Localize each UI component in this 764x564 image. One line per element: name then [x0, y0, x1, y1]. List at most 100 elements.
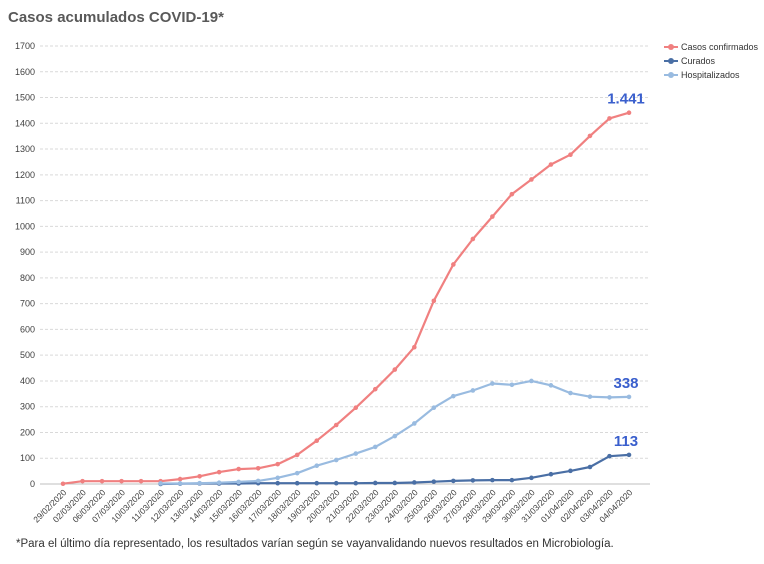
data-point-curados — [548, 471, 554, 477]
data-point-hospitalizados — [529, 378, 534, 384]
data-point-casos-confirmados — [314, 438, 320, 444]
data-point-casos-confirmados — [80, 478, 85, 484]
data-point-casos-confirmados — [548, 162, 554, 167]
data-point-hospitalizados — [587, 394, 593, 399]
y-tick-label: 1700 — [15, 41, 35, 51]
data-point-curados — [470, 478, 476, 483]
data-point-casos-confirmados — [197, 473, 202, 479]
y-tick-label: 400 — [20, 376, 35, 386]
legend-marker-icon — [664, 56, 678, 66]
data-point-hospitalizados — [626, 394, 632, 400]
data-point-casos-confirmados — [119, 478, 124, 484]
y-tick-label: 600 — [20, 324, 35, 334]
data-point-hospitalizados — [333, 457, 339, 463]
data-point-casos-confirmados — [216, 469, 222, 475]
data-point-curados — [490, 477, 495, 483]
y-tick-label: 1000 — [15, 221, 35, 231]
data-point-curados — [294, 480, 300, 486]
data-point-hospitalizados — [216, 480, 222, 486]
data-point-casos-confirmados — [236, 466, 241, 472]
data-point-casos-confirmados — [333, 422, 339, 428]
data-point-hospitalizados — [236, 479, 241, 485]
data-point-hospitalizados — [353, 451, 359, 456]
data-point-curados — [431, 479, 437, 484]
data-point-casos-confirmados — [529, 177, 534, 182]
data-point-curados — [451, 478, 456, 484]
data-point-curados — [314, 480, 320, 486]
legend-label: Curados — [681, 56, 716, 66]
y-tick-label: 1100 — [16, 196, 35, 206]
end-value-label-curados: 113 — [614, 433, 638, 450]
data-point-curados — [509, 477, 515, 483]
data-point-casos-confirmados — [353, 405, 359, 411]
data-point-casos-confirmados — [470, 236, 476, 242]
data-point-curados — [587, 464, 593, 470]
data-point-hospitalizados — [470, 388, 476, 393]
series-line-casos-confirmados — [62, 111, 630, 485]
data-point-casos-confirmados — [392, 367, 398, 372]
end-value-label-hospitalizados: 338 — [613, 375, 638, 392]
legend-label: Casos confirmados — [681, 42, 759, 52]
data-point-casos-confirmados — [372, 386, 378, 392]
legend-item-casos-confirmados[interactable]: Casos confirmados — [664, 40, 758, 54]
data-point-casos-confirmados — [412, 344, 417, 350]
data-point-casos-confirmados — [626, 110, 632, 116]
y-tick-label: 1500 — [15, 93, 35, 103]
data-point-hospitalizados — [607, 395, 612, 400]
chart-footnote: *Para el último día representado, los re… — [16, 538, 614, 550]
data-point-curados — [529, 475, 534, 481]
legend-item-curados[interactable]: Curados — [664, 54, 758, 68]
data-point-hospitalizados — [294, 470, 300, 476]
legend-marker-icon — [664, 70, 678, 80]
data-point-hospitalizados — [158, 481, 163, 486]
end-value-label-casos-confirmados: 1.441 — [607, 91, 645, 108]
y-tick-label: 1600 — [15, 67, 35, 77]
y-tick-label: 900 — [20, 247, 35, 257]
data-point-hospitalizados — [392, 433, 398, 439]
data-point-casos-confirmados — [60, 481, 66, 487]
data-point-hospitalizados — [568, 390, 573, 396]
data-point-curados — [568, 468, 573, 474]
data-point-hospitalizados — [490, 381, 495, 386]
data-point-casos-confirmados — [275, 461, 280, 467]
chart-title: Casos acumulados COVID-19* — [8, 9, 224, 26]
data-point-hospitalizados — [314, 463, 320, 469]
data-point-casos-confirmados — [587, 133, 593, 139]
data-point-hospitalizados — [197, 480, 202, 486]
data-point-casos-confirmados — [99, 478, 105, 484]
data-point-casos-confirmados — [490, 214, 495, 219]
data-point-casos-confirmados — [509, 191, 515, 197]
y-tick-label: 0 — [30, 479, 35, 489]
data-point-hospitalizados — [431, 405, 437, 411]
data-point-hospitalizados — [372, 444, 378, 450]
y-tick-label: 1400 — [15, 118, 35, 128]
data-point-hospitalizados — [548, 383, 554, 388]
data-point-hospitalizados — [412, 421, 417, 426]
data-point-hospitalizados — [177, 481, 183, 486]
data-point-curados — [392, 480, 398, 486]
chart-legend: Casos confirmados Curados Hospitalizados — [664, 40, 758, 82]
y-tick-label: 800 — [20, 273, 35, 283]
y-tick-label: 100 — [20, 453, 35, 463]
data-point-hospitalizados — [509, 382, 515, 388]
data-point-casos-confirmados — [568, 152, 573, 158]
legend-item-hospitalizados[interactable]: Hospitalizados — [664, 68, 758, 82]
data-point-hospitalizados — [275, 475, 280, 481]
y-tick-label: 1200 — [15, 170, 35, 180]
y-tick-label: 500 — [20, 350, 35, 360]
y-tick-label: 300 — [20, 402, 35, 412]
data-point-curados — [275, 480, 280, 486]
y-tick-label: 1300 — [15, 144, 35, 154]
data-point-curados — [353, 480, 359, 486]
legend-label: Hospitalizados — [681, 70, 740, 80]
data-point-hospitalizados — [451, 393, 456, 399]
legend-marker-icon — [664, 42, 678, 52]
data-point-curados — [372, 480, 378, 486]
data-point-curados — [333, 480, 339, 486]
data-point-casos-confirmados — [431, 298, 437, 304]
data-point-casos-confirmados — [177, 476, 183, 482]
data-point-casos-confirmados — [451, 262, 456, 267]
data-point-curados — [412, 480, 417, 485]
y-tick-label: 200 — [20, 427, 35, 437]
data-point-casos-confirmados — [138, 478, 144, 484]
